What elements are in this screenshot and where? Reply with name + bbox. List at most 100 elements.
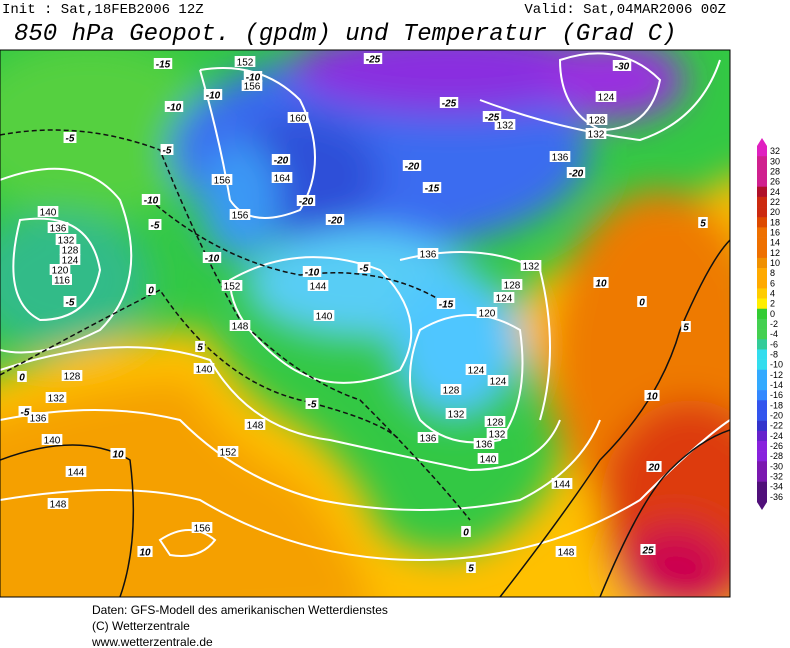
temperature-label: -10 <box>206 91 221 102</box>
temperature-label: 5 <box>700 219 706 230</box>
label-box <box>27 412 49 423</box>
colorbar-swatch <box>757 481 767 493</box>
label-box <box>477 453 499 464</box>
geopotential-label: 132 <box>48 394 65 405</box>
label-box <box>243 71 263 82</box>
temperature-label: -5 <box>21 408 30 419</box>
footer-line: Daten: GFS-Modell des amerikanischen Wet… <box>92 603 388 617</box>
geopotential-label: 132 <box>523 262 540 273</box>
geopotential-label: 156 <box>244 82 261 93</box>
colorbar-label: -16 <box>770 390 783 400</box>
colorbar-label: -32 <box>770 472 783 482</box>
geopotential-label: 144 <box>310 282 327 293</box>
label-box <box>287 112 309 123</box>
colorbar-swatch <box>757 196 767 208</box>
init-time: Init : Sat,18FEB2006 12Z <box>2 2 204 18</box>
label-box <box>110 448 126 459</box>
colorbar-swatch <box>757 329 767 340</box>
colorbar-label: -6 <box>770 339 778 349</box>
colorbar-label: 20 <box>770 207 780 217</box>
colorbar-arrow-top <box>757 138 767 146</box>
label-box <box>61 370 83 381</box>
temperature-label: -5 <box>66 134 75 145</box>
label-box <box>363 53 383 64</box>
label-box <box>47 498 69 509</box>
geopotential-label: 136 <box>420 434 437 445</box>
label-box <box>305 398 319 409</box>
colorbar-swatch <box>757 410 767 421</box>
colorbar-label: 22 <box>770 197 780 207</box>
colorbar-label: -12 <box>770 370 783 380</box>
label-box <box>17 371 27 382</box>
geopotential-label: 124 <box>490 377 507 388</box>
label-box <box>357 262 371 273</box>
label-box <box>153 58 173 69</box>
geopotential-label: 148 <box>247 421 264 432</box>
colorbar-label: -34 <box>770 482 783 492</box>
colorbar-swatch <box>757 166 767 177</box>
colorbar-swatch <box>757 379 767 391</box>
colorbar-swatch <box>757 491 767 503</box>
geopotential-label: 124 <box>496 294 513 305</box>
label-box <box>271 154 291 165</box>
label-box <box>65 466 87 477</box>
label-box <box>549 151 571 162</box>
label-box <box>63 296 77 307</box>
colorbar-label: 26 <box>770 177 780 187</box>
label-box <box>417 248 439 259</box>
colorbar-swatch <box>757 186 767 198</box>
temperature-label: 25 <box>641 546 654 557</box>
temperature-label: -25 <box>485 113 500 124</box>
label-box <box>440 384 462 395</box>
geopotential-label: 156 <box>214 176 231 187</box>
colorbar-swatch <box>757 146 767 157</box>
temperature-label: -25 <box>366 55 381 66</box>
colorbar-label: 4 <box>770 288 775 298</box>
temperature-label: -20 <box>405 162 420 173</box>
temperature-label: 10 <box>595 279 607 290</box>
colorbar-arrow-bottom <box>757 502 767 510</box>
temperature-label: 20 <box>647 463 660 474</box>
geopotential-label: 132 <box>588 130 605 141</box>
colorbar-swatch <box>757 298 767 310</box>
label-box <box>203 89 223 100</box>
temperature-label: -20 <box>569 169 584 180</box>
colorbar-swatch <box>757 471 767 482</box>
label-box <box>595 91 617 102</box>
label-box <box>229 320 251 331</box>
label-box <box>487 375 509 386</box>
colorbar-label: -14 <box>770 380 783 390</box>
geopotential-label: 144 <box>554 480 571 491</box>
label-box <box>191 522 213 533</box>
label-box <box>193 363 215 374</box>
label-box <box>325 214 345 225</box>
geopotential-label: 124 <box>468 366 485 377</box>
temperature-label: -10 <box>205 254 220 265</box>
colorbar-swatch <box>757 156 767 167</box>
colorbar-label: 6 <box>770 278 775 288</box>
label-box <box>160 144 174 155</box>
colorbar-label: -26 <box>770 441 783 451</box>
colorbar-label: -36 <box>770 492 783 502</box>
colorbar-swatch <box>757 318 767 330</box>
geopotential-label: 140 <box>44 436 61 447</box>
temperature-label: -10 <box>305 268 320 279</box>
label-box <box>494 119 516 130</box>
colorbar-label: 14 <box>770 238 780 248</box>
colorbar-swatch <box>757 207 767 218</box>
label-box <box>486 428 508 439</box>
colorbar-label: -20 <box>770 411 783 421</box>
label-box <box>476 307 498 318</box>
label-box <box>637 296 647 307</box>
label-box <box>59 244 81 255</box>
label-box <box>585 128 607 139</box>
label-box <box>646 461 662 472</box>
label-box <box>593 277 609 288</box>
colorbar-label: -2 <box>770 319 778 329</box>
label-box <box>302 266 322 277</box>
label-box <box>49 264 71 275</box>
label-box <box>195 341 205 352</box>
temperature-label: 5 <box>468 564 474 575</box>
temperature-label: -20 <box>274 156 289 167</box>
